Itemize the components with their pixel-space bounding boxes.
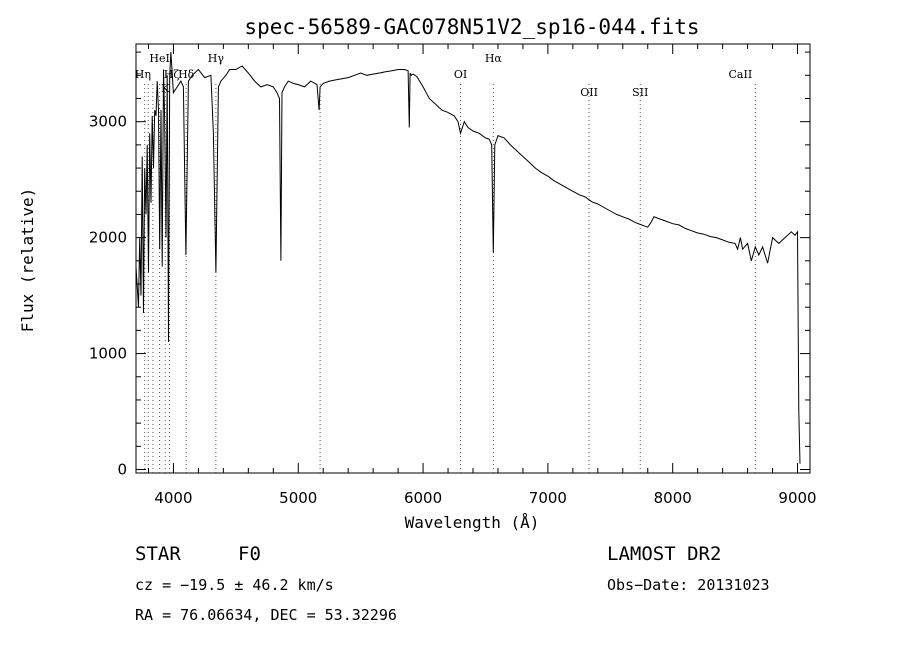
annotation-8: OII bbox=[580, 86, 598, 99]
annotation-7: Hα bbox=[485, 52, 503, 65]
annotation-9: SII bbox=[632, 86, 648, 99]
x-tick-label-5000: 5000 bbox=[279, 489, 317, 507]
x-tick-label-4000: 4000 bbox=[154, 489, 192, 507]
y-axis-label: Flux (relative) bbox=[18, 188, 37, 333]
plot-frame bbox=[135, 43, 811, 474]
annotation-3: K bbox=[161, 82, 170, 95]
annotation-0: HeI bbox=[149, 52, 169, 65]
spectrum-line bbox=[135, 52, 801, 464]
y-tick-label-0: 0 bbox=[117, 461, 127, 479]
y-tick-label-2000: 2000 bbox=[89, 229, 127, 247]
annotation-1: Hη bbox=[135, 68, 151, 81]
annotation-6: OI bbox=[454, 68, 467, 81]
x-tick-label-9000: 9000 bbox=[778, 489, 816, 507]
annotation-5: Hγ bbox=[208, 52, 225, 65]
object-type: STAR bbox=[135, 543, 181, 565]
tick-labels: 4000 5000 6000 7000 8000 9000 0 1000 2000 3000 bbox=[89, 113, 817, 507]
object-subclass: F0 bbox=[238, 543, 261, 565]
axis-ticks bbox=[136, 44, 810, 473]
coordinates: RA = 76.06634, DEC = 53.32296 bbox=[135, 606, 397, 624]
survey-name: LAMOST DR2 bbox=[607, 543, 721, 565]
annotation-10: CaII bbox=[729, 68, 753, 81]
x-axis-label: Wavelength (Å) bbox=[405, 513, 540, 532]
annotation-4: Hδ bbox=[178, 68, 195, 81]
y-tick-label-3000: 3000 bbox=[89, 113, 127, 131]
y-tick-label-1000: 1000 bbox=[89, 345, 127, 363]
observation-date: Obs−Date: 20131023 bbox=[607, 576, 770, 594]
chart-title: spec-56589-GAC078N51V2_sp16-044.fits bbox=[244, 15, 699, 39]
x-tick-label-8000: 8000 bbox=[654, 489, 692, 507]
x-tick-label-6000: 6000 bbox=[404, 489, 442, 507]
redshift-value: cz = −19.5 ± 46.2 km/s bbox=[135, 576, 334, 594]
x-tick-label-7000: 7000 bbox=[529, 489, 567, 507]
marker-lines bbox=[144, 84, 756, 473]
